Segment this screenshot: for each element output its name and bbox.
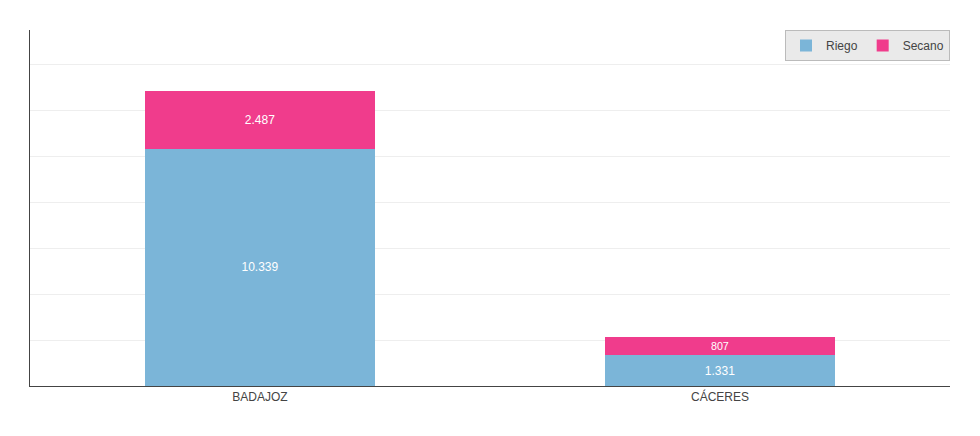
svg-text:CÁCERES: CÁCERES <box>691 389 749 404</box>
svg-text:807: 807 <box>711 340 729 352</box>
svg-text:10.339: 10.339 <box>241 260 278 274</box>
svg-text:1.331: 1.331 <box>705 364 735 378</box>
svg-text:BADAJOZ: BADAJOZ <box>232 390 287 404</box>
svg-text:Riego: Riego <box>826 39 858 53</box>
svg-text:Secano: Secano <box>903 39 944 53</box>
svg-text:2.487: 2.487 <box>245 113 275 127</box>
